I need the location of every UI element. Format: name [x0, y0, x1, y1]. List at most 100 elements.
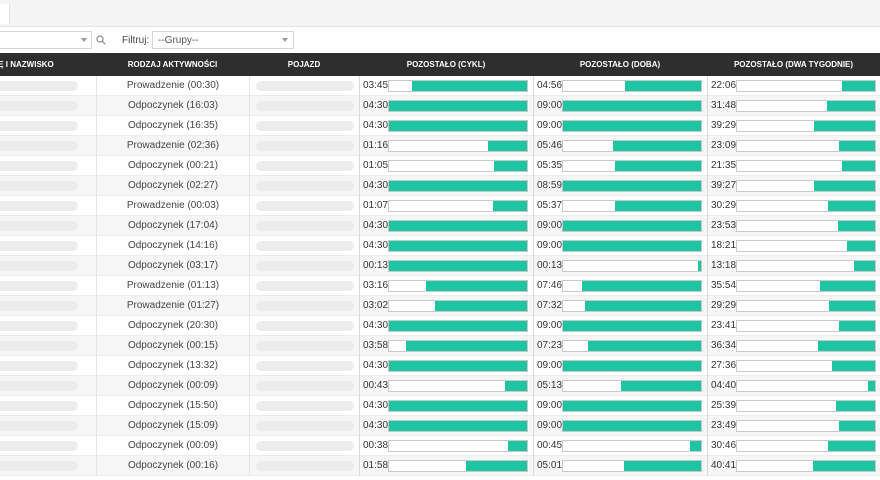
redacted-vehicle [256, 381, 354, 391]
col-header-activity[interactable]: RODZAJ AKTYWNOŚCI [127, 60, 218, 69]
remaining-cycle-progress-bar [388, 140, 528, 152]
remaining-two-weeks-progress-bar [736, 220, 876, 232]
remaining-two-weeks-time: 18:21 [711, 240, 737, 251]
remaining-cycle-cell: 01:16 [359, 136, 533, 156]
table-row[interactable]: Prowadzenie (00:30) 03:45 04:56 22:06 [0, 76, 880, 96]
driver-name-cell [0, 216, 96, 236]
table-row[interactable]: Odpoczynek (15:09) 04:30 09:00 23:49 [0, 416, 880, 436]
remaining-two-weeks-time: 21:35 [711, 160, 737, 171]
remaining-day-cell: 00:13 [533, 256, 707, 276]
activity-cell: Odpoczynek (00:09) [96, 376, 249, 396]
driver-name-cell [0, 96, 96, 116]
activity-cell: Odpoczynek (16:03) [96, 96, 249, 116]
remaining-cycle-cell: 00:38 [359, 436, 533, 456]
table-row[interactable]: Odpoczynek (20:30) 04:30 09:00 23:41 [0, 316, 880, 336]
remaining-day-progress-bar [562, 140, 702, 152]
remaining-cycle-cell: 01:05 [359, 156, 533, 176]
remaining-day-time: 09:00 [537, 400, 563, 411]
redacted-vehicle [256, 301, 354, 311]
redacted-name [0, 461, 78, 471]
remaining-cycle-progress-bar [388, 380, 528, 392]
table-row[interactable]: Prowadzenie (01:27) 03:02 07:32 29:29 [0, 296, 880, 316]
table-row[interactable]: Odpoczynek (00:09) 00:38 00:45 30:46 [0, 436, 880, 456]
group-select[interactable]: --Grupy-- [152, 31, 294, 49]
remaining-cycle-time: 01:58 [363, 460, 389, 471]
table-row[interactable]: Odpoczynek (00:21) 01:05 05:35 21:35 [0, 156, 880, 176]
vehicle-cell [249, 356, 359, 376]
remaining-two-weeks-time: 31:48 [711, 100, 737, 111]
remaining-cycle-time: 04:30 [363, 360, 389, 371]
col-header-remaining-day[interactable]: POZOSTAŁO (DOBA) [579, 60, 661, 69]
redacted-vehicle [256, 321, 354, 331]
remaining-day-progress-bar [562, 180, 702, 192]
remaining-cycle-progress-bar [388, 420, 528, 432]
search-input[interactable] [0, 31, 92, 49]
remaining-cycle-progress-bar [388, 200, 528, 212]
remaining-day-progress-fill [563, 241, 701, 251]
remaining-two-weeks-progress-bar [736, 200, 876, 212]
remaining-cycle-progress-bar [388, 400, 528, 412]
table-row[interactable]: Odpoczynek (17:04) 04:30 09:00 23:53 [0, 216, 880, 236]
remaining-cycle-progress-fill [405, 341, 527, 351]
remaining-cycle-progress-fill [434, 301, 527, 311]
table-row[interactable]: Odpoczynek (00:09) 00:43 05:13 04:40 [0, 376, 880, 396]
col-header-name[interactable]: IĘ I NAZWISKO [0, 60, 54, 69]
redacted-vehicle [256, 401, 354, 411]
table-row[interactable]: Odpoczynek (15:50) 04:30 09:00 25:39 [0, 396, 880, 416]
remaining-two-weeks-cell: 25:39 [707, 396, 880, 416]
col-header-remaining-cycle[interactable]: POZOSTAŁO (CYKL) [406, 60, 486, 69]
table-row[interactable]: Odpoczynek (02:27) 04:30 08:59 39:27 [0, 176, 880, 196]
remaining-cycle-progress-fill [389, 321, 527, 331]
remaining-cycle-time: 00:43 [363, 380, 389, 391]
remaining-two-weeks-progress-fill [839, 321, 875, 331]
table-row[interactable]: Prowadzenie (02:36) 01:16 05:46 23:09 [0, 136, 880, 156]
remaining-two-weeks-progress-bar [736, 140, 876, 152]
table-row[interactable]: Odpoczynek (16:03) 04:30 09:00 31:48 [0, 96, 880, 116]
remaining-day-cell: 09:00 [533, 216, 707, 236]
remaining-two-weeks-progress-bar [736, 420, 876, 432]
redacted-vehicle [256, 361, 354, 371]
driver-name-cell [0, 376, 96, 396]
remaining-two-weeks-time: 39:29 [711, 120, 737, 131]
remaining-two-weeks-cell: 35:54 [707, 276, 880, 296]
activity-cell: Odpoczynek (00:15) [96, 336, 249, 356]
chevron-down-icon[interactable] [81, 38, 87, 42]
remaining-day-progress-fill [582, 281, 701, 291]
remaining-day-cell: 09:00 [533, 396, 707, 416]
remaining-day-progress-fill [620, 381, 701, 391]
table-row[interactable]: Prowadzenie (00:03) 01:07 05:37 30:29 [0, 196, 880, 216]
drivers-table: IĘ I NAZWISKO RODZAJ AKTYWNOŚCI POJAZD P… [0, 53, 880, 476]
search-icon[interactable] [96, 35, 106, 45]
table-row[interactable]: Odpoczynek (00:16) 01:58 05:01 40:41 [0, 456, 880, 476]
table-row[interactable]: Odpoczynek (16:35) 04:30 09:00 39:29 [0, 116, 880, 136]
remaining-two-weeks-progress-fill [828, 201, 875, 211]
remaining-two-weeks-time: 36:34 [711, 340, 737, 351]
remaining-two-weeks-progress-fill [828, 441, 875, 451]
col-header-vehicle[interactable]: POJAZD [287, 60, 321, 69]
redacted-name [0, 341, 78, 351]
table-row[interactable]: Odpoczynek (13:32) 04:30 09:00 27:36 [0, 356, 880, 376]
redacted-vehicle [256, 141, 354, 151]
remaining-two-weeks-progress-bar [736, 240, 876, 252]
remaining-two-weeks-progress-bar [736, 360, 876, 372]
table-row[interactable]: Odpoczynek (14:16) 04:30 09:00 18:21 [0, 236, 880, 256]
active-tab[interactable] [0, 4, 10, 24]
table-row[interactable]: Prowadzenie (01:13) 03:16 07:46 35:54 [0, 276, 880, 296]
remaining-cycle-cell: 01:07 [359, 196, 533, 216]
remaining-cycle-progress-fill [389, 361, 527, 371]
remaining-day-cell: 09:00 [533, 416, 707, 436]
remaining-day-time: 05:01 [537, 460, 563, 471]
table-row[interactable]: Odpoczynek (00:15) 03:58 07:23 36:34 [0, 336, 880, 356]
remaining-cycle-cell: 03:16 [359, 276, 533, 296]
remaining-cycle-progress-fill [492, 201, 527, 211]
remaining-day-cell: 05:01 [533, 456, 707, 476]
table-row[interactable]: Odpoczynek (03:17) 00:13 00:13 13:18 [0, 256, 880, 276]
col-header-remaining-two-weeks[interactable]: POZOSTAŁO (DWA TYGODNIE) [733, 60, 854, 69]
remaining-two-weeks-progress-bar [736, 160, 876, 172]
remaining-cycle-cell: 04:30 [359, 316, 533, 336]
remaining-cycle-time: 03:02 [363, 300, 389, 311]
remaining-two-weeks-cell: 23:49 [707, 416, 880, 436]
remaining-day-progress-bar [562, 320, 702, 332]
driver-name-cell [0, 336, 96, 356]
vehicle-cell [249, 96, 359, 116]
